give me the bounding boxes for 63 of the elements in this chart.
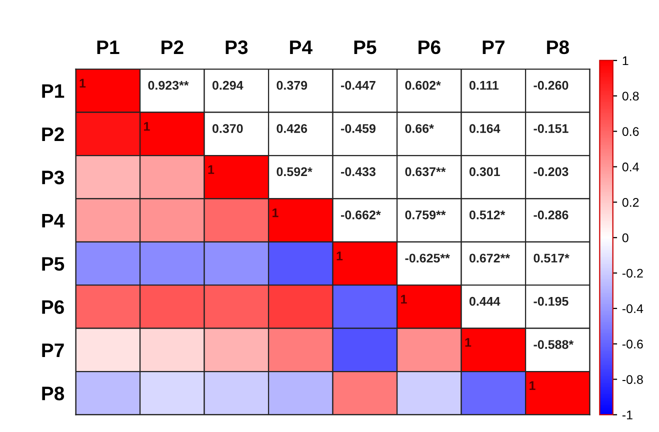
color-bar-label: 0.4 (622, 162, 639, 172)
text: -0.195 (534, 296, 568, 306)
text: 0.379 (276, 80, 308, 90)
y-tick-label: P1 (42, 84, 64, 98)
color-bar-label: -1 (622, 410, 632, 420)
data-label: 1 (401, 294, 407, 304)
text: 0.444 (470, 296, 500, 306)
y-tick-label: P4 (42, 214, 65, 228)
y-tick-label: P8 (42, 386, 64, 400)
y-tick-label: P6 (42, 300, 64, 314)
color-bar-label: 0.8 (622, 92, 639, 101)
x-tick-label: P5 (354, 40, 376, 54)
text: 0.426 (276, 124, 308, 133)
text: -0.286 (534, 210, 568, 220)
x-tick-label: P1 (97, 40, 120, 54)
text: 0.370 (212, 124, 243, 133)
text: -0.662* (340, 210, 381, 220)
text: -0.625** (405, 254, 450, 263)
text: -0.588* (534, 340, 574, 349)
text: 0.66* (405, 124, 434, 133)
data-label: 1 (272, 208, 278, 218)
text: 0.517* (534, 254, 570, 263)
color-bar-label: 0 (622, 233, 628, 242)
color-bar-label: -0.8 (622, 375, 643, 384)
text: 0.923** (148, 80, 189, 90)
y-tick-label: P2 (42, 127, 64, 141)
text: 0.672** (470, 254, 510, 263)
color-bar-label: 0.6 (622, 127, 639, 136)
y-tick-label: P3 (42, 170, 64, 184)
data-label: 1 (144, 122, 150, 131)
text: 0.637** (405, 167, 446, 176)
text: -0.203 (534, 167, 568, 176)
text: -0.260 (534, 80, 568, 90)
x-tick-label: P2 (162, 40, 184, 54)
x-tick-label: P3 (226, 40, 248, 54)
text: 0.294 (212, 80, 244, 90)
text: 0.759** (405, 210, 446, 220)
data-label: 1 (208, 165, 214, 174)
text: 0.301 (470, 167, 500, 176)
text: 0.164 (470, 124, 500, 133)
y-tick-label: P7 (42, 344, 64, 357)
y-tick-label: P5 (42, 257, 64, 271)
text: -0.151 (534, 124, 568, 133)
text: 0.602* (405, 80, 441, 90)
x-tick-label: P8 (547, 40, 569, 54)
x-tick-label: P6 (418, 40, 440, 54)
color-bar-label: -0.4 (622, 304, 644, 314)
x-tick-label: P7 (482, 40, 504, 54)
data-label: 1 (336, 252, 343, 260)
text: 0.111 (470, 80, 499, 90)
x-tick-label: P4 (290, 40, 312, 54)
color-bar-label: -0.2 (622, 268, 643, 278)
color-bar-label: 0.2 (622, 198, 639, 207)
text: 0.512* (470, 210, 506, 220)
data-label: 1 (530, 381, 536, 390)
color-bar-label: 1 (622, 56, 628, 66)
text: -0.459 (340, 124, 376, 133)
data-label: 1 (80, 78, 86, 88)
text: 0.592* (276, 167, 312, 176)
text: -0.433 (340, 167, 376, 176)
data-label: 1 (465, 338, 472, 347)
color-bar-label: -0.6 (622, 340, 643, 349)
text: -0.447 (340, 80, 376, 90)
